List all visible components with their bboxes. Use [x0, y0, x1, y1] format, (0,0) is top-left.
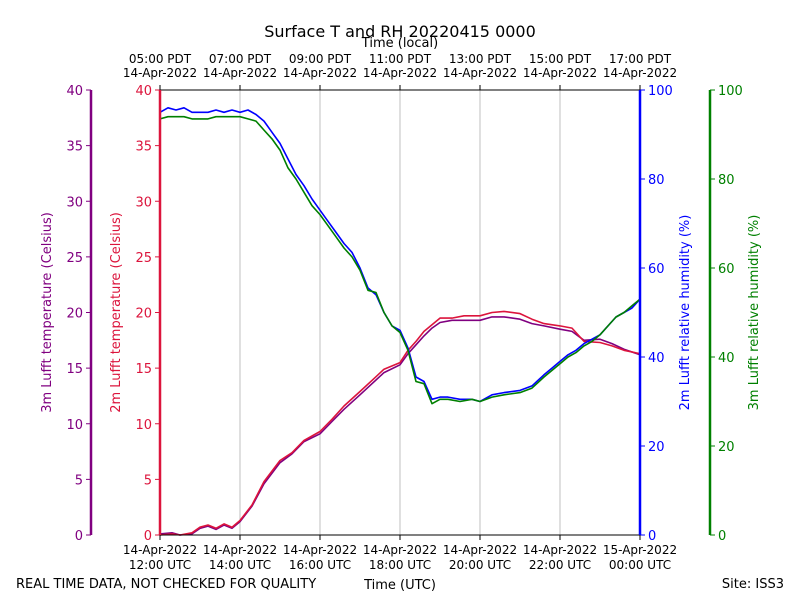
y-tick-label-temp2m: 0: [144, 529, 152, 544]
x-tick-label-date: 14-Apr-2022: [203, 543, 277, 557]
chart-title: Surface T and RH 20220415 0000: [264, 22, 536, 41]
top-tick-label-time: 05:00 PDT: [129, 52, 192, 66]
x-tick-label-date: 14-Apr-2022: [283, 543, 357, 557]
y-tick-label-temp2m: 15: [135, 362, 152, 377]
top-tick-label-time: 13:00 PDT: [449, 52, 512, 66]
x-tick-label-time: 16:00 UTC: [289, 558, 351, 572]
x-tick-label-date: 14-Apr-2022: [443, 543, 517, 557]
series-line-temp2m: [159, 310, 641, 536]
y-axis-label-temp2m: 2m Lufft temperature (Celsius): [109, 212, 124, 413]
y-tick-label-temp3m: 25: [66, 251, 83, 266]
x-tick-label-date: 15-Apr-2022: [603, 543, 677, 557]
top-tick-label-date: 14-Apr-2022: [283, 66, 357, 80]
series-lines: [159, 107, 641, 536]
y-tick-label-temp2m: 20: [135, 307, 152, 322]
y-tick-label-temp3m: 30: [66, 195, 83, 210]
y-axis-label-rh3m: 3m Lufft relative humidity (%): [747, 215, 762, 411]
top-tick-label-time: 11:00 PDT: [369, 52, 432, 66]
y-tick-label-rh3m: 60: [718, 262, 735, 277]
y-tick-label-rh2m: 60: [648, 262, 665, 277]
series-line-rh3m: [159, 115, 641, 405]
y-tick-label-rh2m: 20: [648, 440, 665, 455]
top-tick-label-date: 14-Apr-2022: [443, 66, 517, 80]
y-tick-label-temp2m: 35: [135, 140, 152, 155]
y-tick-label-temp2m: 30: [135, 195, 152, 210]
y-tick-label-rh2m: 0: [648, 529, 656, 544]
y-tick-label-rh3m: 80: [718, 173, 735, 188]
top-axis-label: Time (local): [361, 36, 438, 51]
site-label: Site: ISS3: [722, 577, 784, 592]
y-tick-label-rh2m: 80: [648, 173, 665, 188]
x-tick-label-time: 00:00 UTC: [609, 558, 671, 572]
y-tick-label-temp2m: 10: [135, 418, 152, 433]
y-tick-label-rh3m: 100: [718, 84, 743, 99]
top-tick-label-date: 14-Apr-2022: [523, 66, 597, 80]
y-tick-label-temp2m: 40: [135, 84, 152, 99]
y-axis-label-rh2m: 2m Lufft relative humidity (%): [678, 215, 693, 411]
top-tick-label-date: 14-Apr-2022: [123, 66, 197, 80]
x-tick-label-date: 14-Apr-2022: [523, 543, 597, 557]
y-tick-label-rh3m: 0: [718, 529, 726, 544]
y-tick-label-temp2m: 5: [144, 473, 152, 488]
x-tick-label-time: 14:00 UTC: [209, 558, 271, 572]
y-tick-label-temp3m: 40: [66, 84, 83, 99]
y-tick-label-rh3m: 20: [718, 440, 735, 455]
axes: 0 5 10 15 20 25 30 35 40 3m Lufft temperature (Ce…: [40, 84, 762, 544]
x-tick-label-time: 12:00 UTC: [129, 558, 191, 572]
y-tick-label-temp3m: 15: [66, 362, 83, 377]
top-tick-label-time: 09:00 PDT: [289, 52, 352, 66]
x-tick-label-time: 22:00 UTC: [529, 558, 591, 572]
top-tick-label-time: 15:00 PDT: [529, 52, 592, 66]
x-tick-label-date: 14-Apr-2022: [123, 543, 197, 557]
y-tick-label-temp3m: 20: [66, 307, 83, 322]
y-tick-label-temp3m: 10: [66, 418, 83, 433]
quality-note: REAL TIME DATA, NOT CHECKED FOR QUALITY: [16, 577, 316, 592]
top-tick-label-date: 14-Apr-2022: [203, 66, 277, 80]
y-axis-label-temp3m: 3m Lufft temperature (Celsius): [40, 212, 55, 413]
top-tick-label-date: 14-Apr-2022: [603, 66, 677, 80]
top-tick-label-time: 07:00 PDT: [209, 52, 272, 66]
y-tick-label-rh2m: 100: [648, 84, 673, 99]
y-tick-label-temp3m: 35: [66, 140, 83, 155]
y-tick-label-temp2m: 25: [135, 251, 152, 266]
y-tick-label-rh2m: 40: [648, 351, 665, 366]
top-tick-label-date: 14-Apr-2022: [363, 66, 437, 80]
y-tick-label-temp3m: 5: [75, 473, 83, 488]
x-tick-label-date: 14-Apr-2022: [363, 543, 437, 557]
x-axis-label: Time (UTC): [363, 578, 436, 593]
x-tick-label-time: 20:00 UTC: [449, 558, 511, 572]
x-tick-label-time: 18:00 UTC: [369, 558, 431, 572]
series-line-temp3m: [159, 316, 641, 536]
top-tick-label-time: 17:00 PDT: [609, 52, 672, 66]
grid: [239, 90, 561, 535]
y-tick-label-rh3m: 40: [718, 351, 735, 366]
y-tick-label-temp3m: 0: [75, 529, 83, 544]
